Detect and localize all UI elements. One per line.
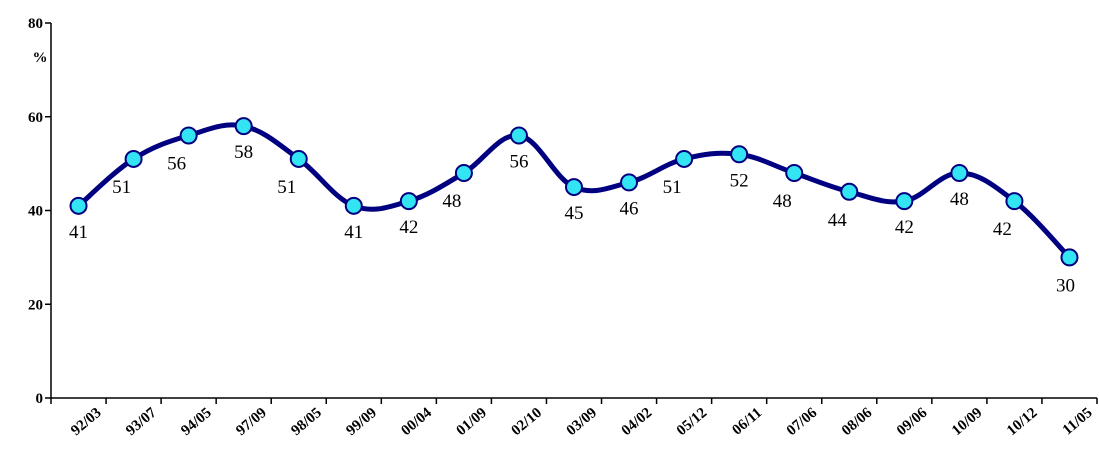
x-tick-label: 07/06 [784,404,821,439]
data-point [730,145,749,164]
data-point [620,173,639,192]
data-point [454,164,473,182]
data-label: 51 [277,177,296,198]
data-label: 51 [112,177,131,198]
x-tick-label: 02/10 [509,405,545,439]
data-label: 42 [993,219,1012,240]
y-axis-unit-label: % [33,50,48,66]
data-label: 45 [565,203,584,224]
x-tick-label: 05/12 [674,405,710,439]
x-tick-label: 10/09 [949,405,985,439]
data-point [289,149,308,168]
data-point [785,164,804,182]
y-tick-label: 20 [28,297,43,313]
data-label: 42 [895,217,914,238]
data-point [69,196,88,215]
data-label: 42 [399,217,418,238]
x-tick-label: 01/09 [454,405,490,439]
x-tick-label: 93/07 [123,404,160,439]
x-tick-label: 03/09 [564,405,600,439]
data-point [1060,248,1079,267]
x-tick-label: 09/06 [894,404,931,439]
y-tick-label: 60 [28,110,43,126]
y-tick-label: 40 [28,204,43,220]
x-tick-label: 10/12 [1004,405,1040,439]
x-tick-label: 98/05 [288,405,324,439]
y-tick-label: 80 [28,16,43,32]
x-tick-label: 94/05 [178,405,214,439]
data-point [234,117,253,136]
data-point [895,192,914,211]
data-point [840,182,859,201]
x-tick-label: 04/02 [619,405,655,439]
x-tick-label: 92/03 [68,405,104,439]
data-label: 46 [620,198,639,219]
data-label: 48 [442,191,461,212]
data-label: 48 [950,189,969,210]
x-tick-label: 06/11 [729,405,765,439]
series-group: 41 51 56 58 51 41 42 48 56 45 46 51 52 48 44 42 48 42 30 [69,117,1079,296]
data-point [1005,192,1024,211]
data-label: 58 [234,142,253,163]
data-label: 56 [509,152,528,173]
data-point [124,149,143,168]
data-point [399,192,418,211]
data-label: 48 [773,191,792,212]
data-label: 56 [167,154,186,175]
x-tick-label: 99/09 [343,405,379,439]
data-point [950,164,969,182]
y-ticks: 0 20 40 60 80 [28,16,51,407]
x-tick-label: 00/04 [398,404,435,439]
data-label: 51 [663,177,682,198]
data-label: 52 [730,170,749,191]
x-tick-label: 97/09 [233,405,269,439]
data-point [344,196,363,215]
x-ticks: 92/03 93/07 94/05 97/09 98/05 99/09 00/04 01/09… [50,398,1098,439]
data-label: 30 [1056,275,1075,296]
x-tick-label: 11/05 [1060,405,1096,439]
data-point [565,178,583,197]
data-label: 41 [344,222,363,243]
data-label: 41 [69,222,88,243]
y-tick-label: 0 [36,391,44,407]
data-label: 44 [828,210,848,231]
x-tick-label: 08/06 [839,404,876,439]
data-point [509,126,528,145]
data-point [675,149,694,168]
data-point [179,126,198,145]
